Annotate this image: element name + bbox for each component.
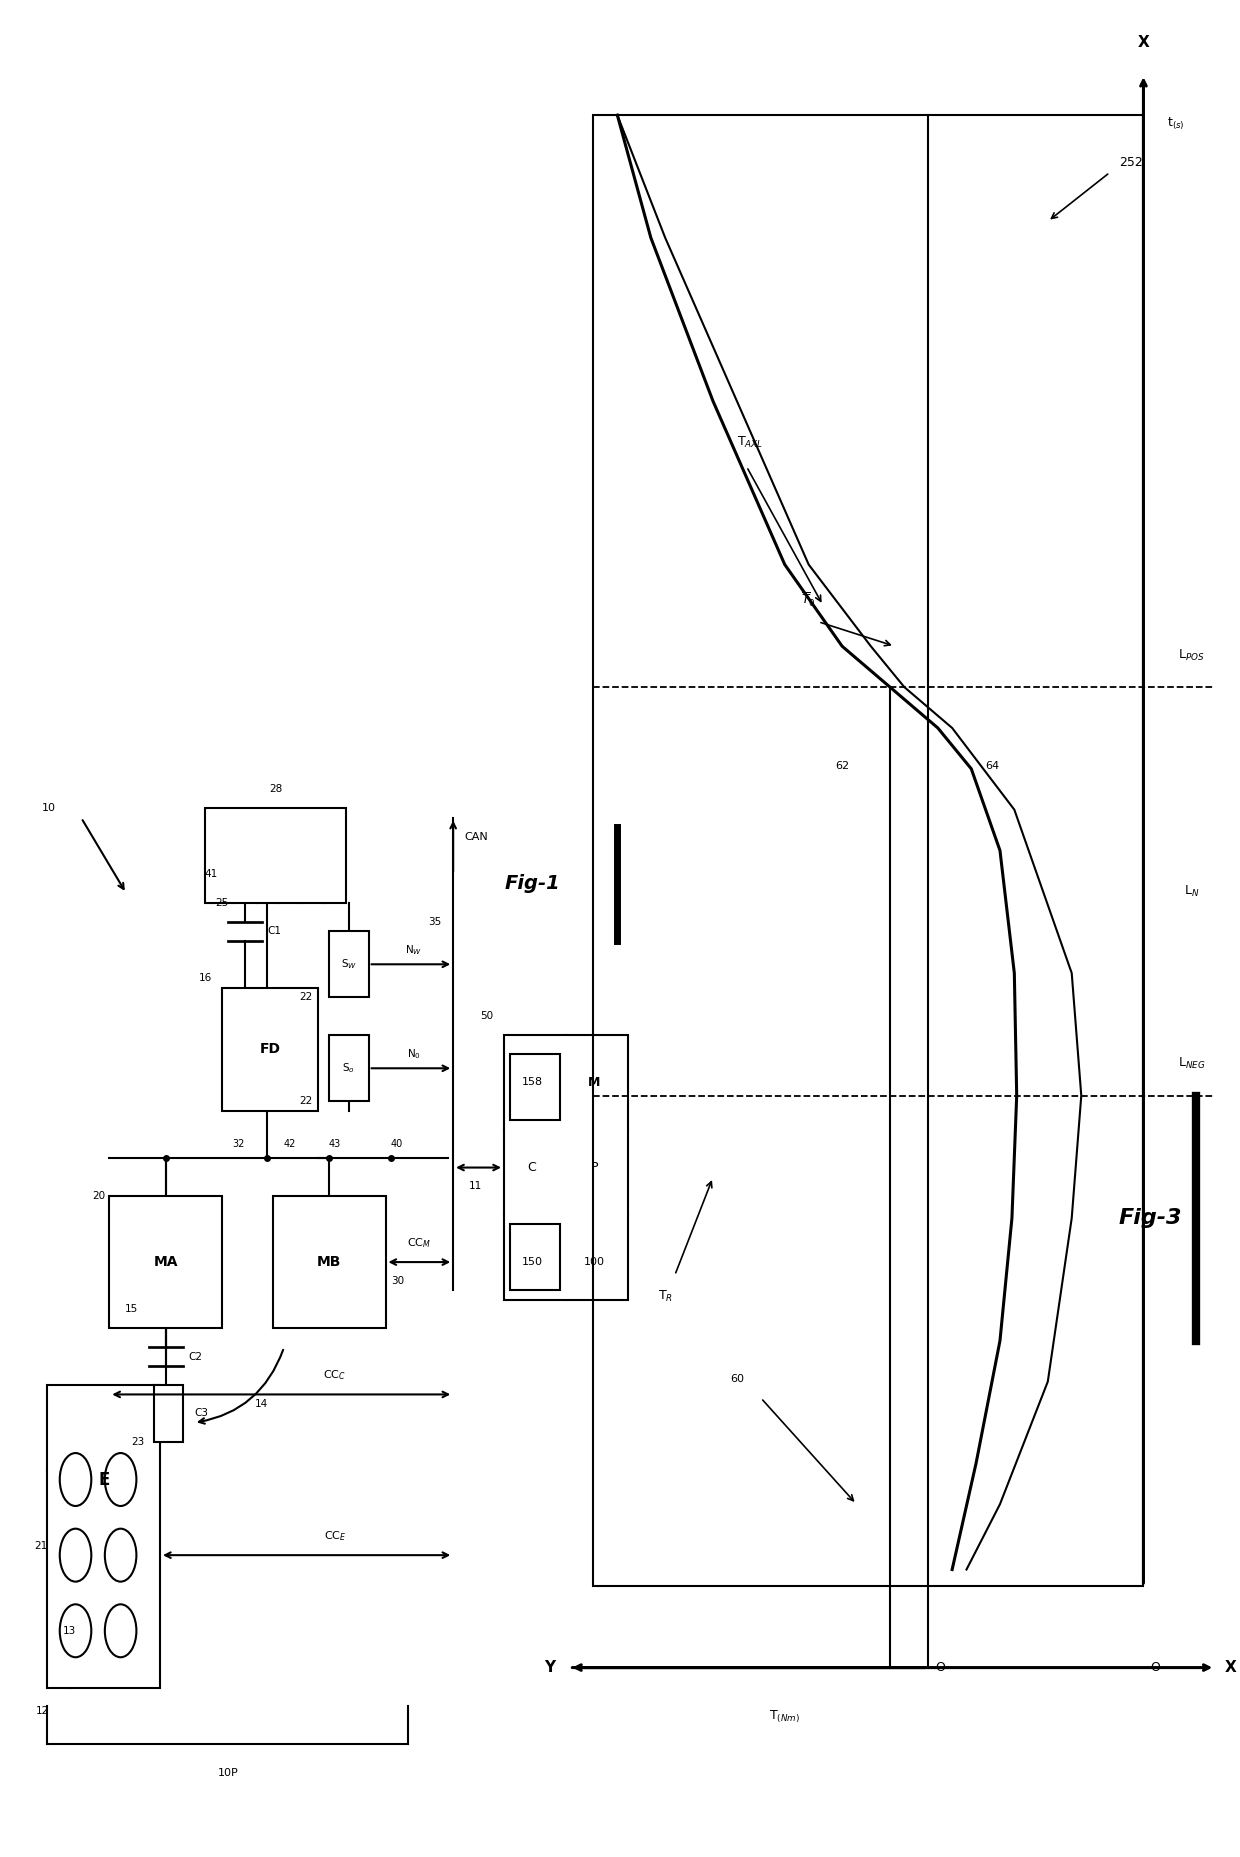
- Bar: [109, 1196, 222, 1328]
- Text: Fig-1: Fig-1: [505, 875, 560, 893]
- Text: C: C: [528, 1161, 537, 1174]
- Bar: [510, 1224, 560, 1291]
- Text: C2: C2: [188, 1352, 202, 1361]
- Circle shape: [105, 1528, 136, 1582]
- Text: 150: 150: [522, 1257, 543, 1266]
- Text: 41: 41: [205, 869, 217, 880]
- Text: C3: C3: [193, 1408, 208, 1419]
- Text: 50: 50: [480, 1012, 494, 1021]
- Text: X: X: [1137, 35, 1149, 50]
- Circle shape: [105, 1604, 136, 1656]
- Bar: [510, 1055, 560, 1120]
- Bar: [503, 1034, 627, 1300]
- Text: 20: 20: [93, 1190, 105, 1201]
- Text: FD: FD: [259, 1042, 280, 1057]
- Text: T$_{(Nm)}$: T$_{(Nm)}$: [769, 1708, 800, 1725]
- Bar: [47, 1385, 160, 1688]
- Text: S$_o$: S$_o$: [342, 1062, 356, 1075]
- Text: O: O: [1151, 1660, 1161, 1675]
- Text: 62: 62: [835, 761, 849, 771]
- Text: 252: 252: [1120, 156, 1143, 169]
- Text: 16: 16: [198, 973, 212, 984]
- Text: Fig-3: Fig-3: [1118, 1209, 1182, 1227]
- Text: 10: 10: [42, 804, 56, 813]
- Text: 28: 28: [269, 784, 283, 795]
- Text: 35: 35: [429, 917, 441, 927]
- Text: L$_N$: L$_N$: [1184, 884, 1199, 899]
- Text: 10P: 10P: [217, 1768, 238, 1777]
- Text: CAN: CAN: [465, 832, 489, 841]
- Text: MB: MB: [317, 1255, 341, 1268]
- Bar: [329, 1034, 368, 1101]
- Text: X: X: [1225, 1660, 1236, 1675]
- Text: 14: 14: [255, 1398, 268, 1409]
- Text: L$_{NEG}$: L$_{NEG}$: [1178, 1057, 1205, 1071]
- Text: 64: 64: [986, 761, 999, 771]
- Text: L$_{POS}$: L$_{POS}$: [1178, 648, 1204, 663]
- Bar: [273, 1196, 386, 1328]
- Text: 22: 22: [299, 1096, 312, 1107]
- Circle shape: [60, 1452, 92, 1506]
- Text: T$_{AXL}$: T$_{AXL}$: [737, 435, 763, 449]
- Text: 22: 22: [299, 992, 312, 1003]
- Text: 100: 100: [584, 1257, 605, 1266]
- Bar: [155, 1385, 182, 1441]
- Circle shape: [105, 1452, 136, 1506]
- Bar: [205, 808, 346, 903]
- Text: CC$_M$: CC$_M$: [407, 1237, 432, 1250]
- Text: 32: 32: [233, 1138, 246, 1149]
- Text: 43: 43: [329, 1138, 341, 1149]
- Circle shape: [60, 1528, 92, 1582]
- Text: O: O: [935, 1660, 945, 1675]
- Bar: [222, 988, 317, 1110]
- Text: 158: 158: [522, 1077, 543, 1088]
- Text: T$_R$: T$_R$: [657, 1289, 672, 1304]
- Text: 30: 30: [391, 1276, 404, 1287]
- Text: CC$_C$: CC$_C$: [324, 1369, 346, 1382]
- Text: C1: C1: [267, 927, 281, 936]
- Text: 15: 15: [125, 1304, 139, 1315]
- Text: 42: 42: [284, 1138, 296, 1149]
- Text: 12: 12: [36, 1707, 50, 1716]
- Text: 11: 11: [469, 1181, 482, 1192]
- Text: MA: MA: [154, 1255, 179, 1268]
- Circle shape: [60, 1604, 92, 1656]
- Text: CC$_E$: CC$_E$: [324, 1530, 346, 1543]
- Text: $\overline{T}_0$: $\overline{T}_0$: [801, 591, 816, 609]
- Text: 40: 40: [391, 1138, 403, 1149]
- Text: E: E: [98, 1471, 109, 1489]
- Text: 25: 25: [216, 897, 228, 908]
- Text: 60: 60: [730, 1374, 744, 1383]
- Text: t$_{(s)}$: t$_{(s)}$: [1167, 115, 1185, 132]
- Bar: [329, 930, 368, 997]
- Text: N$_W$: N$_W$: [405, 943, 423, 956]
- Text: Y: Y: [544, 1660, 556, 1675]
- Text: N$_0$: N$_0$: [407, 1047, 420, 1060]
- Text: 13: 13: [63, 1625, 77, 1636]
- Text: P: P: [590, 1161, 598, 1174]
- Text: M: M: [588, 1075, 600, 1088]
- Text: 21: 21: [33, 1541, 47, 1551]
- Text: 23: 23: [131, 1437, 144, 1447]
- Text: S$_W$: S$_W$: [341, 958, 357, 971]
- Bar: [594, 115, 1143, 1586]
